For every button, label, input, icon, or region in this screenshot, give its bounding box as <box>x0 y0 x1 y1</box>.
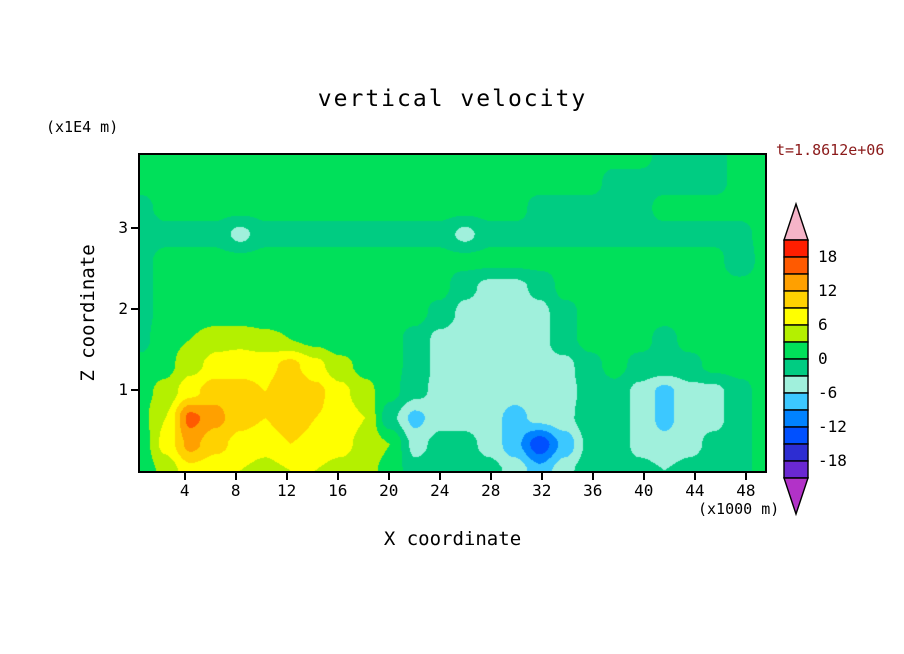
colorbar-tick-label: 18 <box>818 247 837 266</box>
y-tick-label: 1 <box>118 379 128 399</box>
contour-field-canvas <box>140 155 765 471</box>
colorbar-segment <box>783 290 809 309</box>
colorbar-segment <box>783 256 809 275</box>
x-tick-mark <box>489 473 492 480</box>
x-tick-mark <box>336 473 339 480</box>
colorbar-tick-label: -12 <box>818 417 847 436</box>
x-axis-unit-label: (x1000 m) <box>698 500 780 518</box>
y-tick-mark <box>131 226 138 229</box>
x-tick-label: 12 <box>277 481 297 500</box>
colorbar-segment <box>783 273 809 292</box>
colorbar-over-arrow <box>783 201 809 241</box>
colorbar-segment <box>783 426 809 445</box>
colorbar: 18 12 6 0 -6 -12 -18 <box>782 200 872 526</box>
x-tick-label: 20 <box>379 481 399 500</box>
timestamp-label: t=1.8612e+06 <box>776 141 885 159</box>
colorbar-segment <box>783 358 809 377</box>
x-tick-mark <box>285 473 288 480</box>
colorbar-segment <box>783 375 809 394</box>
y-tick-mark <box>131 388 138 391</box>
x-tick-mark <box>591 473 594 480</box>
x-tick-label: 32 <box>532 481 552 500</box>
colorbar-tick-label: -18 <box>818 451 847 470</box>
plot-frame <box>138 153 767 473</box>
colorbar-segment <box>783 307 809 326</box>
chart-title: vertical velocity <box>317 86 588 112</box>
x-tick-label: 40 <box>634 481 654 500</box>
colorbar-segment <box>783 460 809 479</box>
x-tick-mark <box>540 473 543 480</box>
x-tick-label: 8 <box>230 481 241 500</box>
x-tick-label: 16 <box>328 481 348 500</box>
x-tick-label: 48 <box>736 481 756 500</box>
x-tick-mark <box>234 473 237 480</box>
x-tick-mark <box>183 473 186 480</box>
colorbar-segment <box>783 409 809 428</box>
x-tick-mark <box>744 473 747 480</box>
colorbar-tick-label: -6 <box>818 383 837 402</box>
colorbar-segment <box>783 341 809 360</box>
x-tick-label: 36 <box>583 481 603 500</box>
x-tick-mark <box>693 473 696 480</box>
colorbar-segment <box>783 392 809 411</box>
colorbar-under-arrow <box>783 477 809 517</box>
colorbar-svg: 18 12 6 0 -6 -12 -18 <box>783 201 847 517</box>
x-axis-title: X coordinate <box>383 528 522 550</box>
x-tick-label: 28 <box>481 481 501 500</box>
x-tick-mark <box>642 473 645 480</box>
colorbar-segment <box>783 443 809 462</box>
x-tick-mark <box>438 473 441 480</box>
y-axis-unit-label: (x1E4 m) <box>46 118 119 136</box>
colorbar-tick-label: 0 <box>818 349 828 368</box>
colorbar-segment <box>783 324 809 343</box>
colorbar-tick-label: 6 <box>818 315 828 334</box>
colorbar-tick-label: 12 <box>818 281 837 300</box>
x-tick-label: 24 <box>430 481 450 500</box>
colorbar-segment <box>783 239 809 258</box>
x-tick-mark <box>387 473 390 480</box>
y-tick-label: 3 <box>118 217 128 237</box>
x-tick-label: 4 <box>179 481 190 500</box>
x-tick-label: 44 <box>685 481 705 500</box>
y-tick-label: 2 <box>118 298 128 318</box>
y-tick-mark <box>131 307 138 310</box>
